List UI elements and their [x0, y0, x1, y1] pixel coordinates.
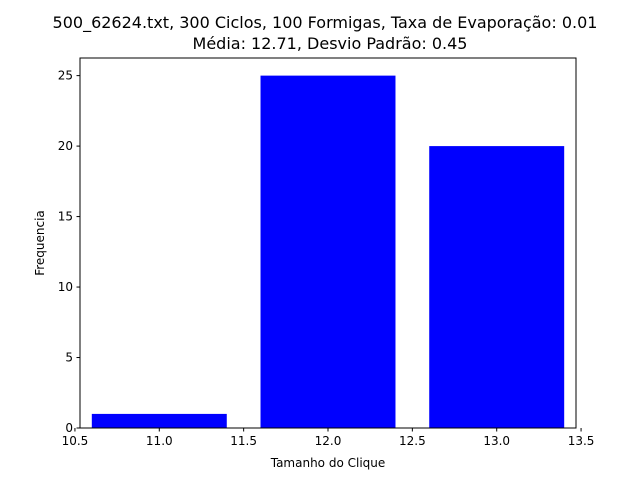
y-tick-label: 15	[58, 210, 73, 224]
x-tick-label: 12.0	[315, 434, 342, 448]
y-tick-label: 5	[65, 351, 73, 365]
y-tick-label: 20	[58, 139, 73, 153]
bars-group	[91, 75, 565, 428]
chart-title-line-1: 500_62624.txt, 300 Ciclos, 100 Formigas,…	[53, 13, 598, 33]
bar-2	[429, 146, 565, 428]
x-tick-label: 10.5	[62, 434, 89, 448]
bar-0	[91, 413, 227, 428]
x-tick-label: 13.5	[568, 434, 595, 448]
y-tick-label: 10	[58, 280, 73, 294]
plot-frame	[79, 57, 577, 429]
x-axis-ticks: 10.5 11.0 11.5 12.0 12.5 13.0 13.5	[62, 428, 595, 448]
bar-1	[260, 75, 396, 428]
y-axis-label: Frequencia	[33, 210, 47, 276]
y-axis-ticks: 0 5 10 15 20 25	[58, 69, 80, 435]
x-tick-label: 11.0	[146, 434, 173, 448]
x-axis-label: Tamanho do Clique	[270, 456, 386, 470]
y-tick-label: 25	[58, 69, 73, 83]
x-tick-label: 12.5	[399, 434, 426, 448]
y-tick-label: 0	[65, 421, 73, 435]
chart-title-line-2: Média: 12.71, Desvio Padrão: 0.45	[193, 34, 468, 53]
x-tick-label: 11.5	[230, 434, 257, 448]
x-tick-label: 13.0	[483, 434, 510, 448]
